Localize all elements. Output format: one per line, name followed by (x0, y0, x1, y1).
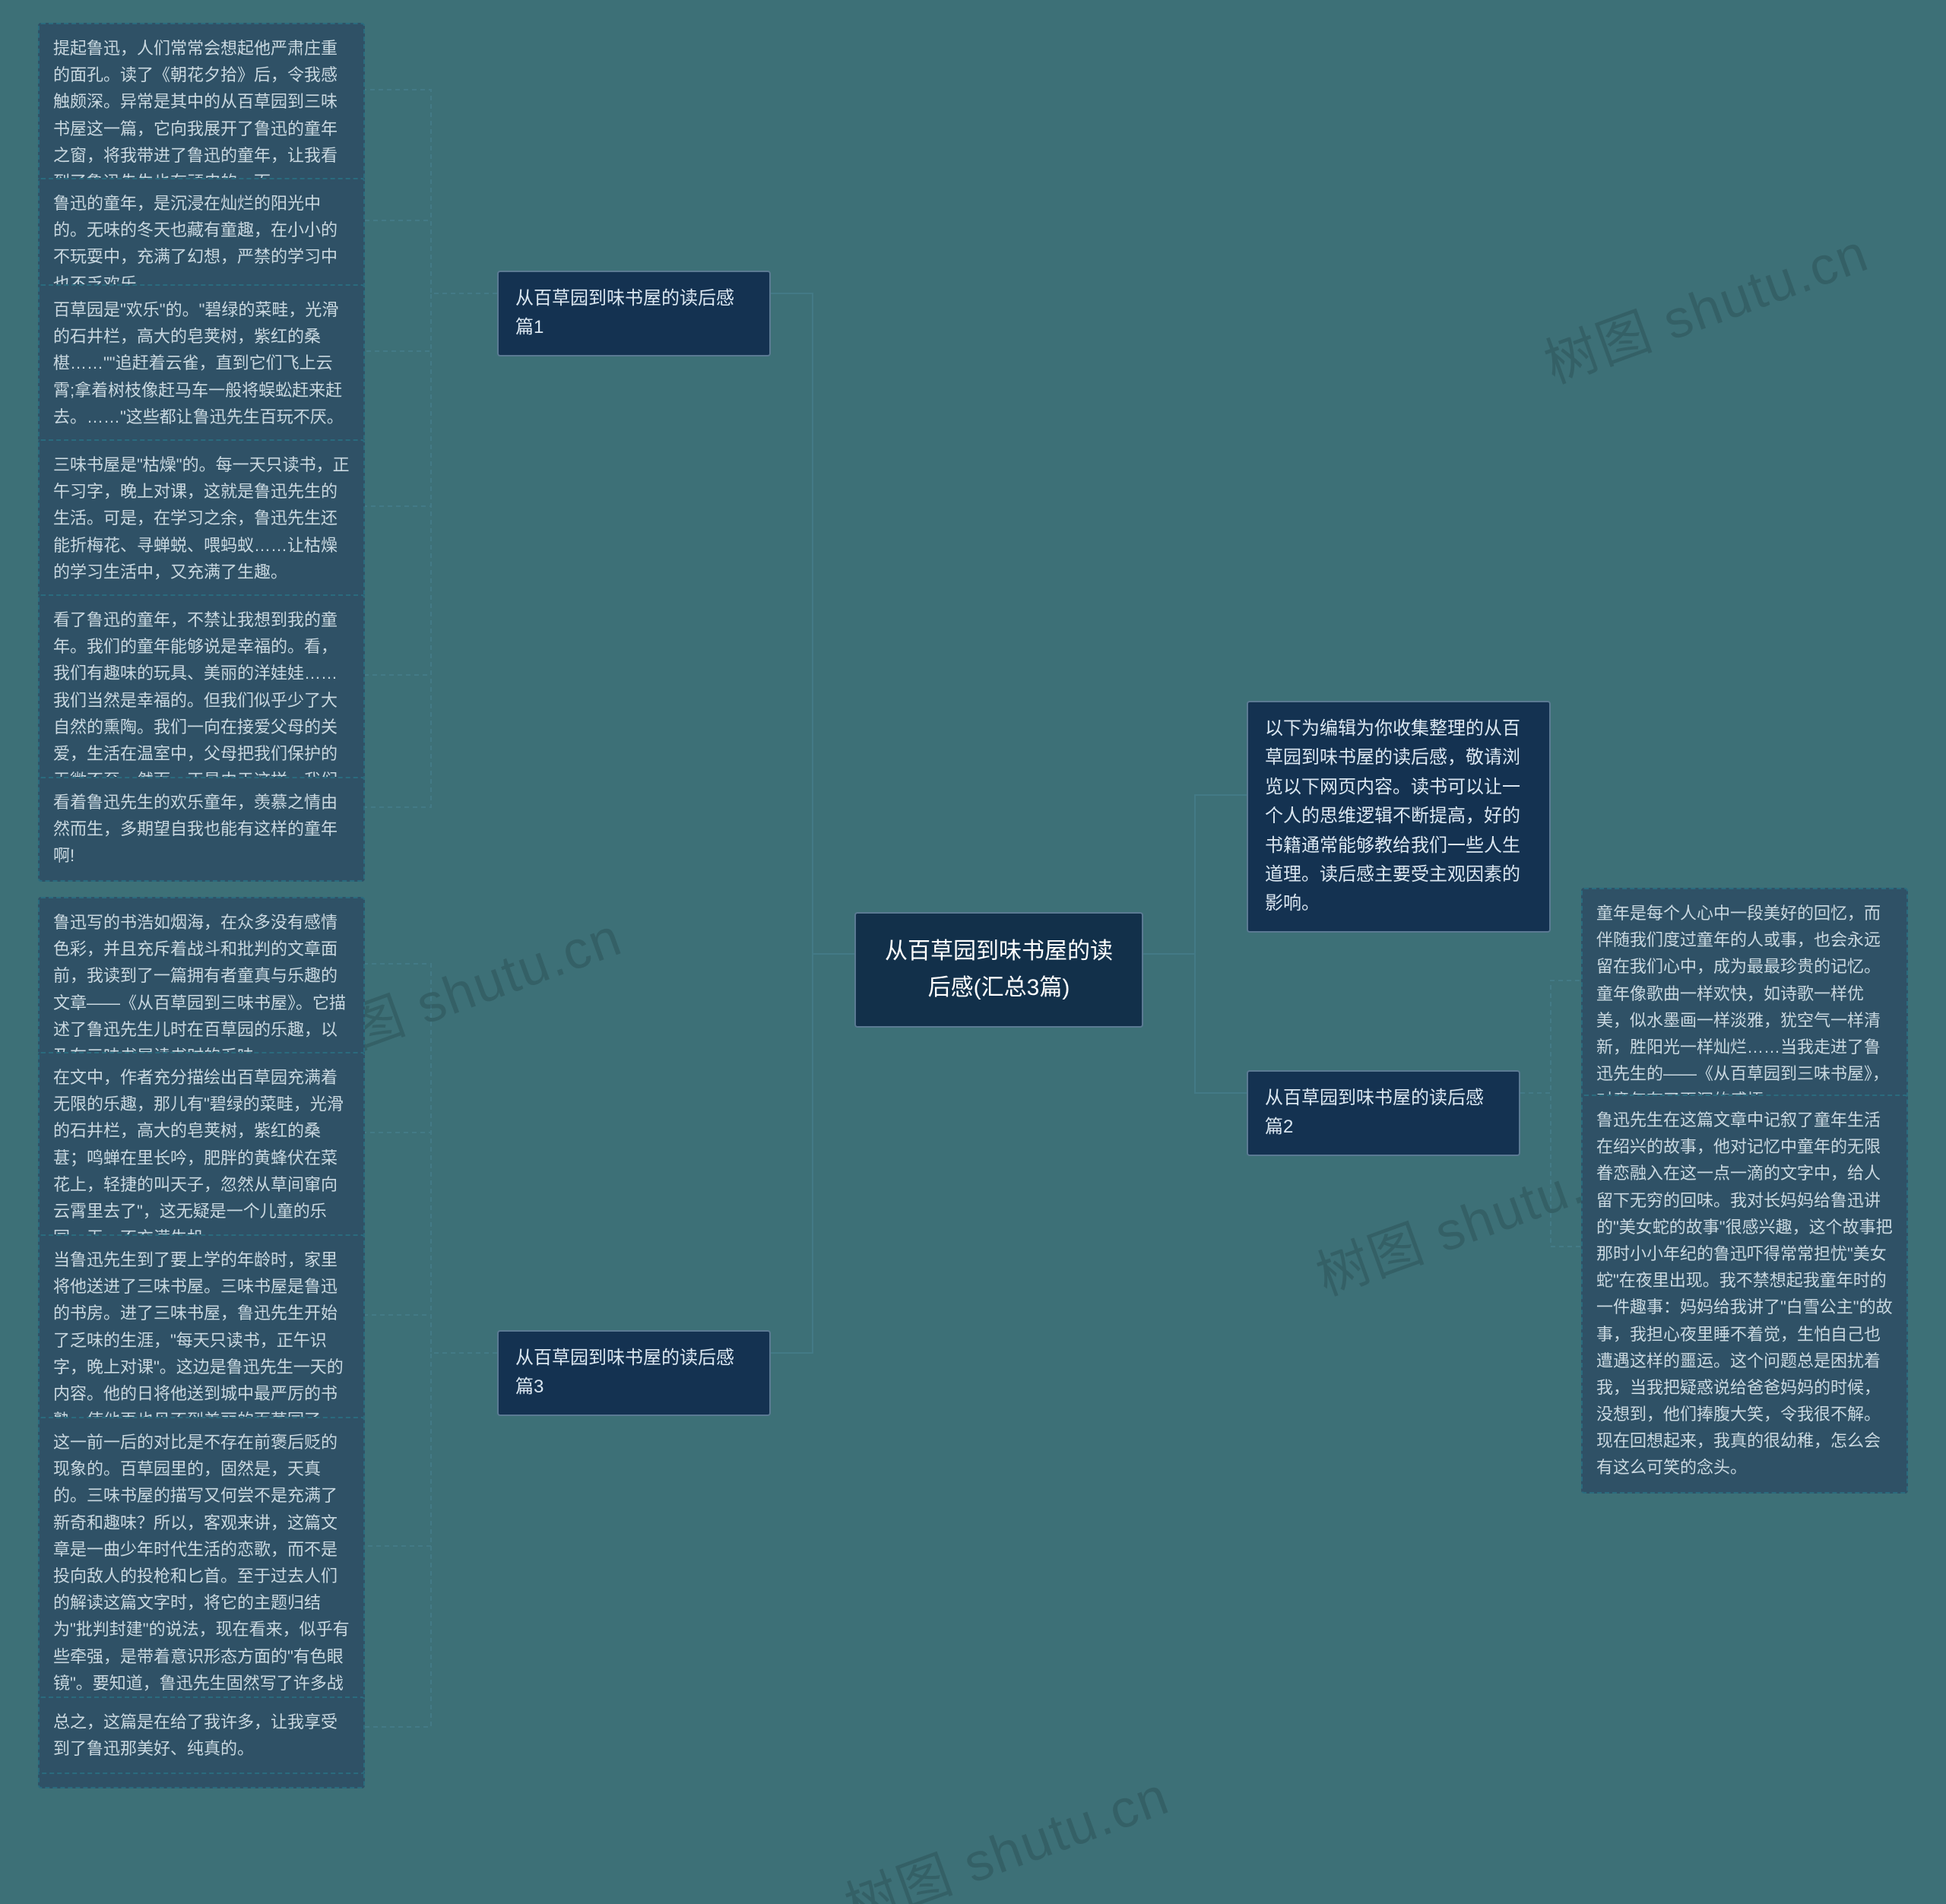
watermark: 树图 shutu.cn (1532, 211, 1878, 398)
leaf-node: 在文中，作者充分描绘出百草园充满着无限的乐趣，那儿有"碧绿的菜畦，光滑的石井栏，… (38, 1052, 365, 1263)
branch-node: 从百草园到味书屋的读后感 篇3 (497, 1330, 771, 1416)
leaf-node: 当鲁迅先生到了要上学的年龄时，家里将他送进了三味书屋。三味书屋是鲁迅的书房。进了… (38, 1234, 365, 1446)
leaf-node: 百草园是"欢乐"的。"碧绿的菜畦，光滑的石井栏，高大的皂荚树，紫红的桑椹……""… (38, 284, 365, 442)
leaf-node: 鲁迅先生在这篇文章中记叙了童年生活在绍兴的故事，他对记忆中童年的无限眷恋融入在这… (1581, 1095, 1908, 1494)
intro-node: 以下为编辑为你收集整理的从百草园到味书屋的读后感，敬请浏览以下网页内容。读书可以… (1247, 701, 1551, 933)
leaf-node: 三味书屋是"枯燥"的。每一天只读书，正午习字，晚上对课，这就是鲁迅先生的生活。可… (38, 439, 365, 597)
leaf-node: 总之，这篇是在给了我许多，让我享受到了鲁迅那美好、纯真的。 (38, 1696, 365, 1774)
branch-node: 从百草园到味书屋的读后感 篇1 (497, 271, 771, 356)
mindmap-canvas: 树图 shutu.cn树图 shutu.cn树图 shutu.cn树图 shut… (0, 0, 1946, 1904)
watermark: 树图 shutu.cn (833, 1754, 1178, 1904)
leaf-node: 童年是每个人心中一段美好的回忆，而伴随我们度过童年的人或事，也会永远留在我们心中… (1581, 888, 1908, 1126)
branch-node: 从百草园到味书屋的读后感 篇2 (1247, 1070, 1520, 1156)
leaf-node: 看着鲁迅先生的欢乐童年，羡慕之情由然而生，多期望自我也能有这样的童年啊! (38, 777, 365, 882)
root-node: 从百草园到味书屋的读后感(汇总3篇) (854, 912, 1143, 1028)
